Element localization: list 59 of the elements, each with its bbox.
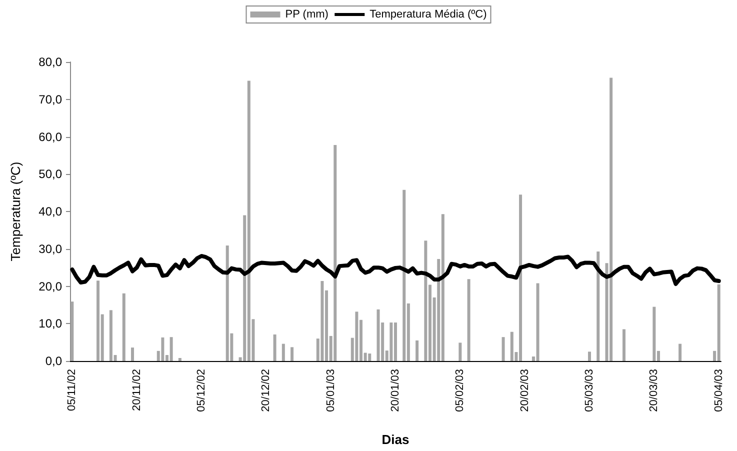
bar: [441, 214, 444, 361]
y-tick-label: 50,0: [38, 167, 62, 182]
y-tick-label: 70,0: [38, 92, 62, 106]
bar: [678, 344, 682, 361]
bar: [424, 240, 428, 361]
y-tick-label: 20,0: [38, 279, 62, 294]
bar: [502, 337, 505, 361]
bar: [131, 348, 134, 361]
y-axis-title: Temperatura (ºC): [8, 162, 23, 262]
legend-label: Temperatura Média (ºC): [370, 8, 487, 20]
x-tick-label: 05/01/03: [324, 369, 337, 412]
x-tick-label: 20/12/02: [260, 369, 272, 412]
bar: [610, 78, 613, 361]
x-tick-label: 05/04/03: [712, 369, 725, 412]
bar: [390, 322, 393, 361]
bar: [458, 342, 462, 361]
x-tick-label: 05/12/02: [195, 369, 208, 412]
x-tick-label: 20/03/03: [648, 369, 660, 412]
y-tick-label: 40,0: [38, 204, 62, 218]
x-tick-label: 20/01/03: [390, 369, 402, 412]
bar: [178, 358, 182, 361]
bar: [320, 281, 324, 361]
bar: [416, 340, 419, 361]
bar: [467, 279, 470, 361]
bar: [122, 293, 126, 361]
x-tick-label: 20/02/03: [518, 369, 531, 412]
bar: [334, 144, 337, 361]
bar: [510, 332, 514, 361]
bar: [170, 337, 173, 361]
bar: [368, 354, 372, 361]
line-series: [70, 254, 721, 286]
bar: [717, 284, 720, 361]
bar: [536, 283, 540, 361]
bar: [290, 347, 294, 361]
bar: [96, 280, 100, 361]
x-tick-label: 05/11/02: [66, 369, 78, 412]
bar: [355, 312, 358, 361]
y-tick-label: 80,0: [38, 55, 62, 69]
y-tick-label: 10,0: [38, 316, 62, 331]
y-tick-label: 60,0: [38, 130, 62, 144]
y-tick-label: 0,0: [45, 354, 62, 368]
x-tick-label: 05/02/03: [454, 369, 466, 412]
x-tick-label: 05/03/03: [584, 369, 596, 412]
bar: [402, 190, 406, 361]
bar: [596, 251, 600, 361]
bar: [282, 344, 285, 361]
bar: [273, 334, 276, 361]
bar: [588, 352, 592, 361]
bar: [652, 306, 656, 361]
y-tick-label: 30,0: [38, 242, 62, 256]
x-axis-title: Dias: [382, 432, 410, 447]
bar: [376, 309, 380, 361]
bar: [622, 329, 626, 361]
x-tick-label: 20/11/02: [130, 369, 143, 412]
bar: [247, 80, 250, 361]
bar: [226, 246, 229, 361]
legend-label: PP (mm): [285, 8, 328, 20]
bar: [70, 302, 74, 361]
bar: [161, 337, 164, 361]
